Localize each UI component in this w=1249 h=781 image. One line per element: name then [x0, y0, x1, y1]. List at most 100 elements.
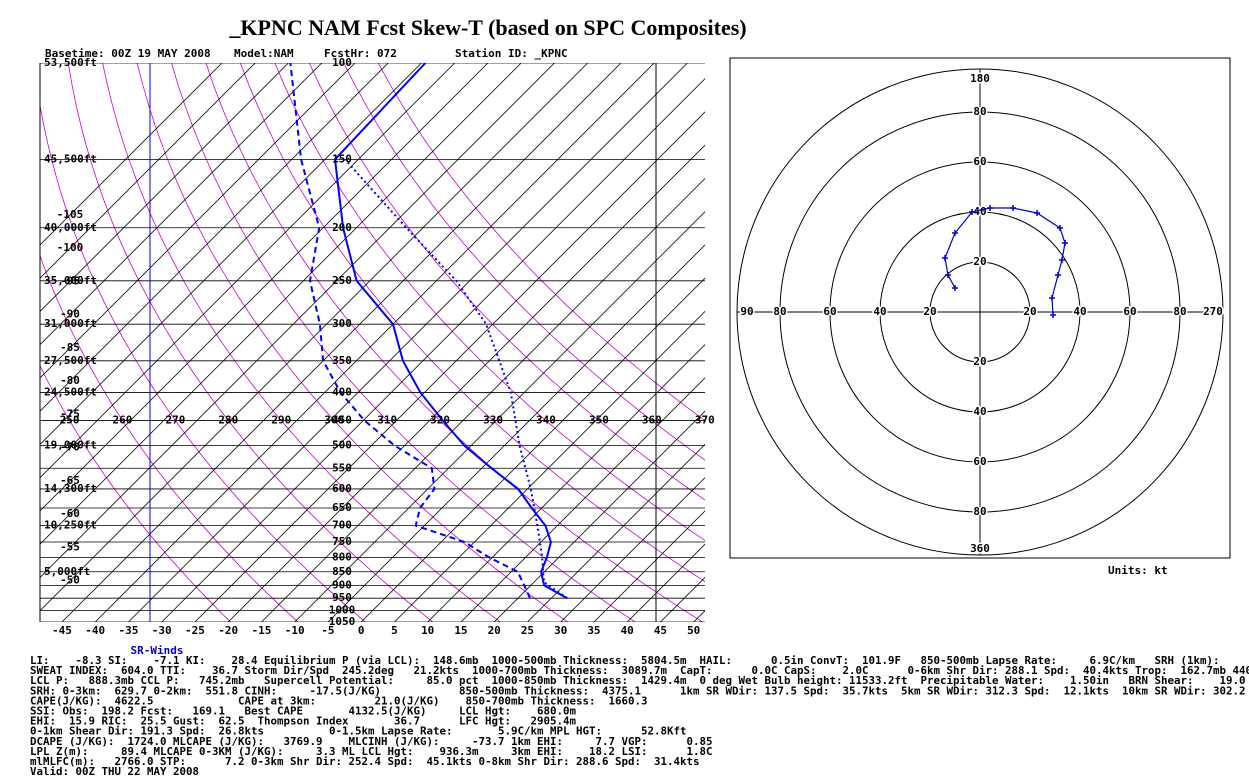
y-tick-label: 200 [332, 221, 352, 234]
ring-label: 20 [973, 255, 986, 268]
ring-label: 80 [1173, 305, 1186, 318]
isotherm [460, 377, 705, 622]
chart-title: _KPNC NAM Fcst Skew-T (based on SPC Comp… [228, 15, 746, 40]
index-line: LCL P: 888.3mb CCL P: 745.2mb Supercell … [30, 674, 1246, 687]
isotherm-label: -65 [60, 474, 80, 487]
dry-adiabat [40, 103, 366, 622]
dry-adiabat [40, 364, 231, 622]
theta-label: 350 [589, 414, 609, 427]
isotherm [327, 244, 705, 622]
x-tick-label: 15 [454, 624, 467, 637]
theta-label: 260 [113, 414, 133, 427]
ring-label: 40 [1073, 305, 1086, 318]
altitude-label: 14,300ft [44, 482, 97, 495]
theta-label: 270 [165, 414, 185, 427]
theta-label: 320 [430, 414, 450, 427]
ring-label: 40 [973, 405, 986, 418]
isotherm-label: -90 [60, 308, 80, 321]
dry-adiabat [308, 63, 705, 501]
dry-adiabat [67, 63, 434, 622]
ring-label: 60 [1123, 305, 1136, 318]
isotherm [40, 63, 322, 346]
isotherm-label: -55 [60, 540, 80, 553]
theta-label: 310 [377, 414, 397, 427]
dry-adiabat [240, 63, 705, 583]
units-label: Units: kt [1108, 564, 1168, 577]
x-tick-label: 10 [421, 624, 434, 637]
isotherm [40, 63, 223, 246]
isotherm [527, 443, 705, 622]
x-tick-label: -45 [52, 624, 72, 637]
index-line: CAPE(J/KG): 4622.5 CAPE at 3km: 21.0(J/K… [30, 694, 648, 707]
direction-label: 90 [740, 305, 753, 318]
isotherm-label: -85 [60, 341, 80, 354]
dry-adiabat [171, 63, 636, 622]
header: FcstHr: 072 [324, 47, 397, 60]
isotherm [693, 610, 705, 622]
direction-label: 180 [970, 72, 990, 85]
x-tick-label: -20 [218, 624, 238, 637]
isotherm [40, 63, 588, 612]
isotherm [560, 477, 705, 622]
altitude-label: 40,000ft [44, 221, 97, 234]
x-tick-label: -35 [119, 624, 139, 637]
y-tick-label: 1000 [329, 603, 356, 616]
theta-label: 330 [483, 414, 503, 427]
x-tick-label: 0 [358, 624, 365, 637]
theta-label: 340 [536, 414, 556, 427]
index-line: SWEAT INDEX: 604.0 TTI: 36.7 Storm Dir/S… [30, 664, 1249, 677]
isotherm-label: -105 [57, 208, 84, 221]
altitude-label: 19,000ft [44, 439, 97, 452]
x-tick-label: 35 [587, 624, 600, 637]
profile-line [289, 63, 531, 599]
theta-label: 370 [695, 414, 715, 427]
y-tick-label: 550 [332, 461, 352, 474]
index-line: DCAPE (J/KG): 1724.0 MLCAPE (J/KG): 3769… [30, 735, 713, 748]
indices: LI: -8.3 SI: -7.1 KI: 28.4 Equilibrium P… [30, 654, 1249, 778]
isotherm-label: -95 [60, 274, 80, 287]
index-line: LPL Z(m): 89.4 MLCAPE 0-3KM (J/KG): 3.3 … [30, 745, 713, 758]
isotherm-label: -60 [60, 507, 80, 520]
isotherm-label: -80 [60, 374, 80, 387]
hodograph-point [1055, 272, 1061, 278]
index-line: EHI: 15.9 RIC: 25.5 Gust: 62.5 Thompson … [30, 715, 577, 728]
y-tick-label: 800 [332, 550, 352, 563]
isotherm [40, 63, 455, 479]
index-line: LI: -8.3 SI: -7.1 KI: 28.4 Equilibrium P… [30, 654, 1249, 667]
ring-label: 40 [873, 305, 886, 318]
isotherm [40, 63, 555, 579]
hodograph-line [944, 207, 1066, 316]
ring-label: 40 [973, 205, 986, 218]
dry-adiabat [40, 254, 299, 622]
altitude-label: 53,500ft [44, 56, 97, 69]
isotherm [61, 63, 622, 622]
hodograph-point [1034, 210, 1040, 216]
dry-adiabat [274, 63, 705, 541]
y-tick-label: 500 [332, 439, 352, 452]
y-tick-label: 150 [332, 152, 352, 165]
isotherm [261, 177, 705, 622]
theta-label: 290 [271, 414, 291, 427]
y-tick-label: 300 [332, 317, 352, 330]
ring [929, 261, 1031, 363]
ring [779, 111, 1181, 513]
ring-label: 20 [1023, 305, 1036, 318]
altitude-label: 45,500ft [44, 152, 97, 165]
hodograph-point [945, 272, 951, 278]
isotherm-label: -100 [57, 241, 84, 254]
y-tick-label: 350 [332, 354, 352, 367]
x-tick-label: 30 [554, 624, 567, 637]
hodograph-point [952, 285, 958, 291]
ring-label: 80 [973, 105, 986, 118]
y-tick-label: 100 [332, 56, 352, 69]
dry-adiabat [136, 63, 569, 622]
hodograph-point [942, 255, 948, 261]
x-tick-label: 50 [687, 624, 700, 637]
index-line: Valid: 00Z THU 22 MAY 2008 [30, 765, 199, 778]
y-tick-label: 400 [332, 386, 352, 399]
isotherm [128, 63, 688, 622]
isotherm [40, 63, 356, 379]
ring-label: 80 [973, 505, 986, 518]
x-tick-label: -40 [85, 624, 105, 637]
isotherm [360, 277, 705, 622]
